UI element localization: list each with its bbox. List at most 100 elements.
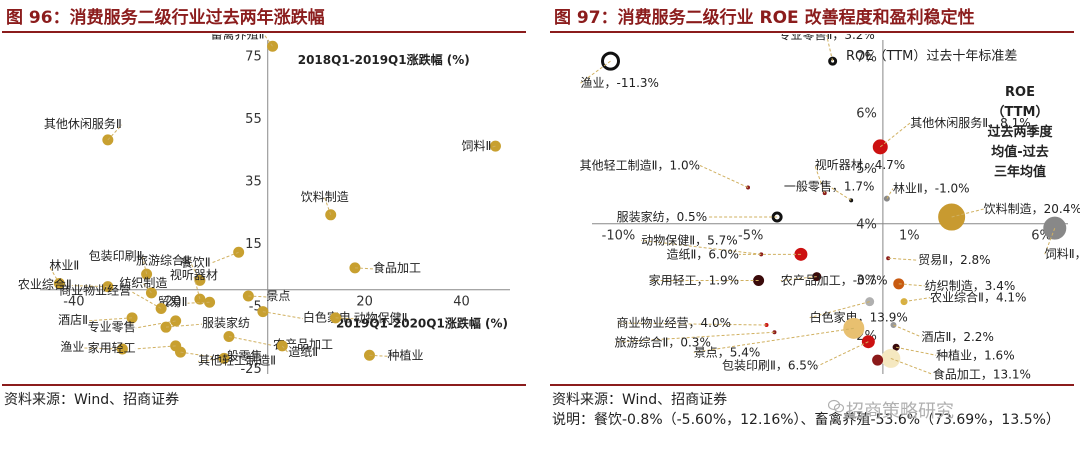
left-title-rule: [2, 31, 526, 33]
left-chart-title: 图 96：消费服务二级行业过去两年涨跌幅: [6, 8, 325, 28]
right-y-axis-label-line: 均值-过去: [991, 144, 1048, 160]
right-leader-line: [893, 324, 922, 338]
left-leader-line: [228, 336, 274, 347]
left-y-tick-label: 15: [245, 237, 262, 252]
right-bubble: [892, 343, 900, 351]
right-bubble-label: 一般零售，1.7%: [784, 178, 875, 193]
left-point-label: 专业零售: [88, 319, 136, 334]
right-bubble-chart: -10%-5%1%6%7%6%5%4%3%2%ROE（TTM）过去十年标准差RO…: [580, 34, 1080, 381]
left-point-label: 酒店Ⅱ: [58, 313, 88, 327]
right-leader-line: [616, 322, 767, 326]
left-leader-line: [193, 275, 201, 300]
right-bubble-label: 服装家纺，0.5%: [617, 209, 708, 224]
left-point-label: 畜禽养殖Ⅱ: [211, 34, 265, 41]
right-bubble: [1043, 216, 1067, 240]
left-x-tick-label: 40: [453, 295, 470, 310]
right-leader-line: [580, 60, 611, 84]
right-leader-line: [828, 185, 852, 201]
right-bubble-label: 景点，5.4%: [694, 345, 761, 359]
left-point-label: 包装印刷Ⅱ: [89, 249, 143, 263]
left-point-label: 其他轻工制造Ⅱ: [198, 353, 276, 367]
right-leader-line: [826, 35, 834, 62]
right-y-axis-label-line: （TTM）: [992, 104, 1049, 120]
left-leader-line: [180, 351, 215, 358]
right-bubble-label: 种植业，1.6%: [936, 347, 1015, 362]
right-bubble-label: 旅游综合Ⅱ，0.3%: [614, 334, 710, 349]
right-bubble-label: 纺织制造，3.4%: [925, 279, 1016, 293]
right-y-tick-label: 6%: [856, 106, 877, 121]
right-bubble-label: 贸易Ⅱ，2.8%: [918, 253, 990, 267]
left-point-label: 林业Ⅱ: [49, 258, 79, 272]
left-source-rule: [2, 384, 526, 386]
right-bubble-label: 包装印刷Ⅱ，6.5%: [722, 359, 818, 373]
right-leader-line: [888, 257, 919, 261]
right-bubble: [872, 139, 888, 155]
right-bubble-label: 饲料Ⅱ，18.0%: [1045, 247, 1080, 261]
left-y-tick-label: -25: [240, 362, 261, 377]
right-x-tick-label: -10%: [602, 229, 636, 244]
left-point-label: 农业综合Ⅱ: [18, 277, 72, 292]
right-leader-line: [641, 239, 762, 255]
left-leader-line: [187, 301, 210, 304]
right-x-tick-label: -5%: [738, 229, 763, 244]
left-point-label: 纺织制造: [119, 276, 167, 290]
left-y-axis-label: 2018Q1-2019Q1涨跌幅 (%): [298, 52, 470, 67]
right-y-axis-label-line: ROE: [1005, 85, 1035, 100]
left-point-label: 饮料制造: [301, 190, 349, 204]
right-leader-line: [699, 165, 749, 188]
left-leader-line: [107, 124, 123, 141]
right-bubble-label: 林业Ⅱ，-1.0%: [893, 182, 970, 196]
left-leader-line: [335, 317, 354, 320]
right-chart-annotation-title: ROE（TTM）过去十年标准差: [846, 49, 1017, 64]
right-leader-line: [890, 357, 934, 375]
left-leader-line: [48, 266, 60, 284]
right-bubble: [794, 247, 808, 261]
right-leader-line: [879, 122, 911, 148]
right-leader-line: [903, 297, 931, 303]
right-leader-line: [886, 188, 894, 199]
right-bubble-label: 视听器材，4.7%: [815, 157, 906, 172]
right-note-text: 说明：餐饮-0.8%（-5.60%，12.16%）、畜禽养殖-53.6%（73.…: [552, 412, 1060, 428]
left-y-tick-label: 35: [245, 174, 262, 189]
right-bubble-label: 家用轻工，1.9%: [649, 272, 740, 287]
right-bubble: [812, 272, 822, 282]
left-leader-line: [262, 311, 303, 320]
left-point-label: 餐饮Ⅱ: [181, 254, 211, 269]
watermark-text: 招商策略研究: [846, 401, 954, 422]
left-leader-line: [71, 285, 108, 288]
left-x-tick-label: 20: [356, 295, 373, 310]
left-point-label: 视听器材: [170, 267, 218, 282]
right-bubble: [872, 354, 884, 366]
left-scatter-chart: -40 -20 20 4075553515-5-252018Q1-2019Q1涨跌幅 …: [18, 34, 510, 377]
right-y-tick-label: 7%: [856, 51, 877, 66]
right-panel: 图 97：消费服务二级行业 ROE 改善程度和盈利稳定性 -10% -5% 1% 6%…: [548, 0, 1080, 459]
right-y-axis-label-line: 过去两季度: [987, 124, 1053, 140]
right-bubble-label: 白色家电，13.9%: [810, 310, 908, 325]
left-leader-line: [135, 320, 176, 329]
right-leader-line: [614, 331, 775, 343]
right-bubble-label: 渔业，-11.3%: [581, 76, 659, 90]
left-point-label: 食品加工: [373, 260, 421, 275]
right-bubble-label: 商业物业经营，4.0%: [617, 315, 732, 330]
left-point-label: 动物保健Ⅱ: [354, 311, 408, 325]
left-leader-line: [210, 251, 239, 264]
left-leader-line: [165, 323, 203, 328]
right-bubble-label: 其他轻工制造Ⅱ，1.0%: [580, 159, 700, 173]
left-point-label: 造纸Ⅱ: [288, 345, 318, 359]
left-point-label: 种植业: [387, 347, 423, 362]
left-point-label: 其他休闲服务Ⅱ: [44, 116, 122, 131]
right-leader-line: [809, 301, 870, 319]
left-point-label: 白色家电: [303, 310, 351, 325]
left-point-label: 景点: [266, 289, 290, 303]
left-x-axis-label: 2019Q1-2020Q1涨跌幅 (%): [336, 316, 508, 331]
right-bubble-label: 其他休闲服务Ⅱ，8.1%: [910, 115, 1030, 130]
left-leader-line: [88, 317, 133, 322]
right-bubble-label: 饮料制造，20.4%: [984, 202, 1080, 216]
left-leader-line: [369, 354, 388, 357]
right-y-tick-label: 3%: [856, 273, 877, 288]
left-leader-line: [142, 256, 148, 275]
wechat-icon: [828, 399, 844, 413]
right-y-axis-label-line: 三年均值: [994, 164, 1046, 180]
right-bubble-label: 酒店Ⅱ，2.2%: [921, 330, 993, 344]
left-point-label: 旅游综合Ⅱ: [136, 252, 190, 267]
